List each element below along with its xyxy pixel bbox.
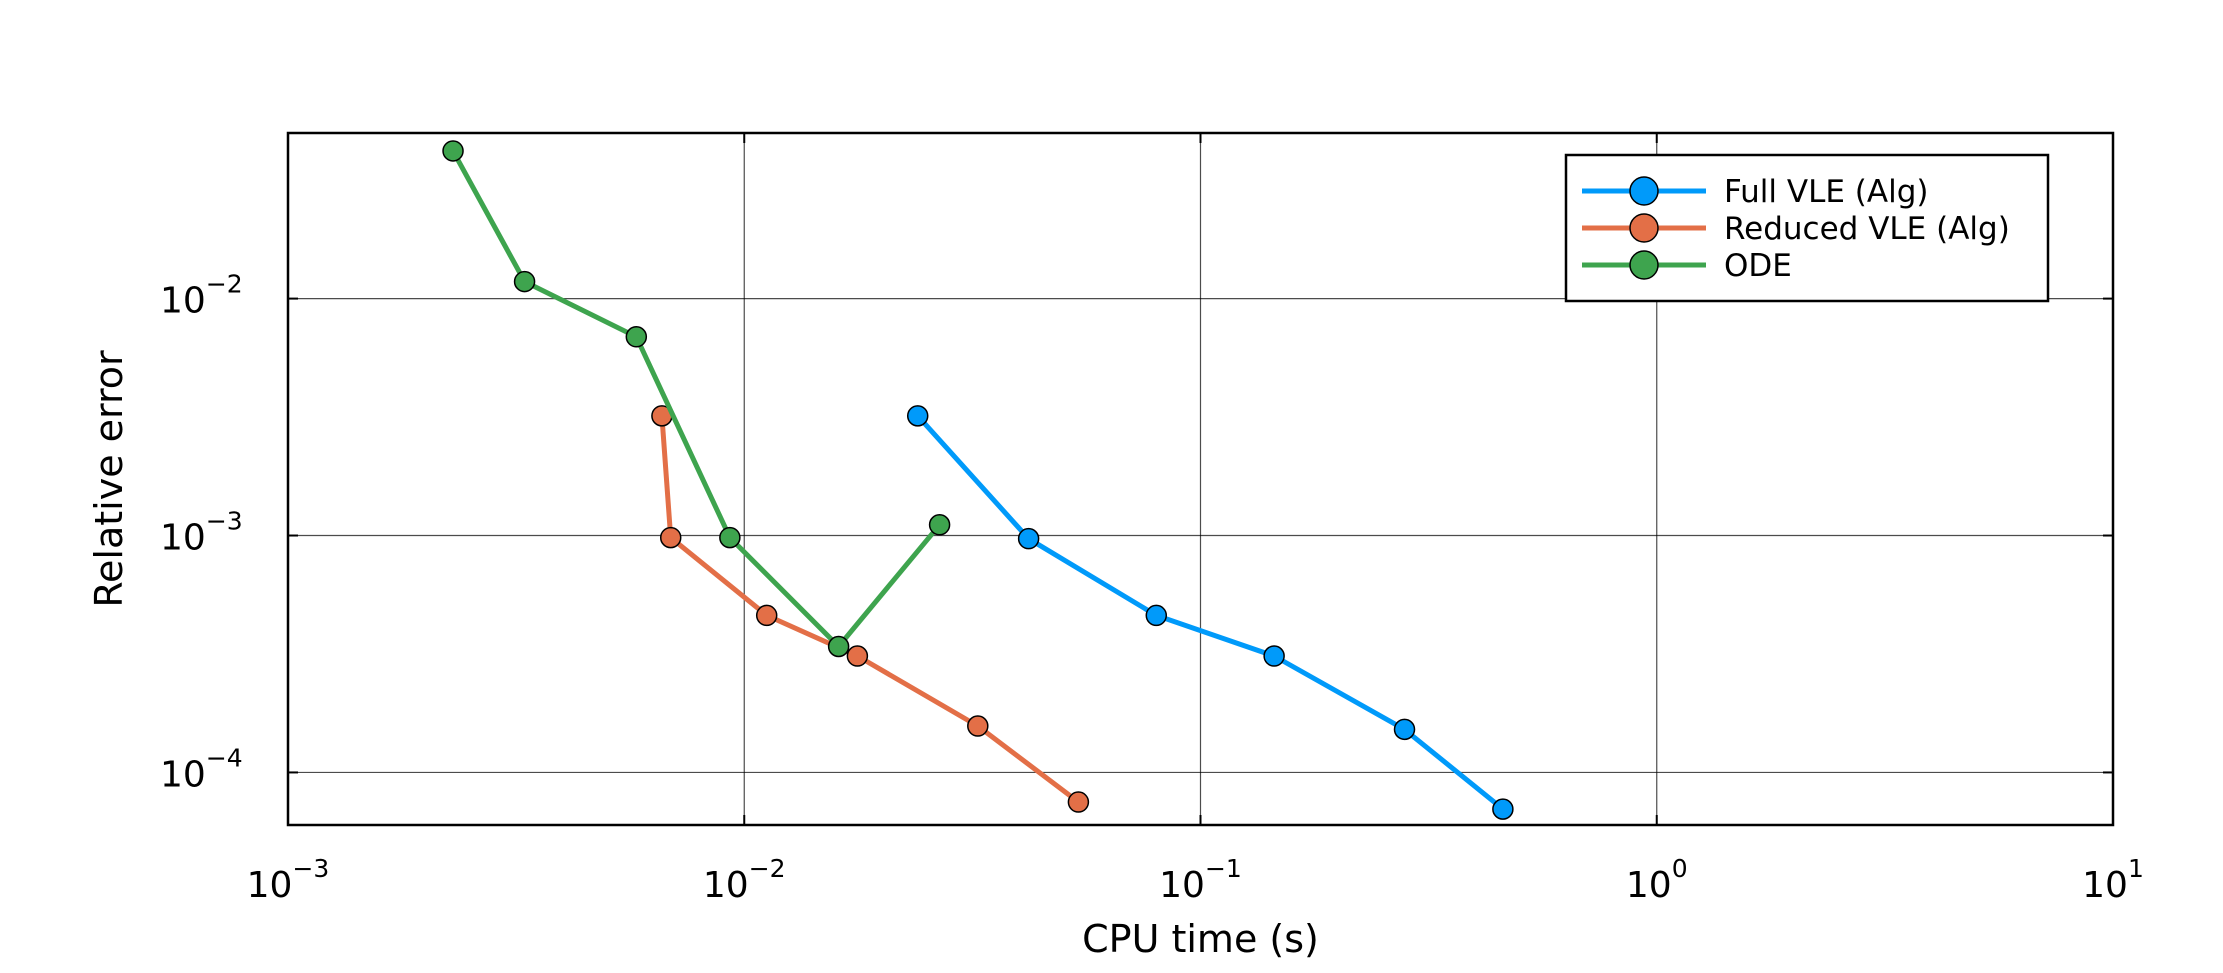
- series-2: [442, 140, 951, 658]
- data-point: [846, 645, 869, 667]
- legend-label: Full VLE (Alg): [1724, 174, 1928, 210]
- data-point: [513, 270, 536, 293]
- legend-marker: [1629, 250, 1659, 280]
- tick-labels: 10−3 10−2 10−1 100 101 10−4 10−3 10−2: [160, 270, 2144, 906]
- series-layer: [442, 140, 1514, 820]
- legend-item: ODE: [1582, 248, 1792, 284]
- data-point: [1492, 798, 1514, 820]
- data-point: [827, 635, 850, 658]
- legend: Full VLE (Alg)Reduced VLE (Alg)ODE: [1564, 153, 2050, 303]
- series-1: [651, 405, 1090, 813]
- legend-label: ODE: [1724, 248, 1792, 284]
- data-point: [1263, 645, 1285, 667]
- data-point: [625, 326, 648, 348]
- data-point: [1393, 718, 1416, 741]
- x-tick-label: 100: [1626, 854, 1688, 906]
- x-tick-label: 10−1: [1159, 854, 1242, 906]
- data-point: [755, 604, 778, 627]
- data-point: [1067, 791, 1090, 813]
- x-tick-label: 10−3: [247, 854, 330, 906]
- legend-marker: [1629, 176, 1659, 206]
- x-tick-label: 10−2: [703, 854, 786, 906]
- data-point: [1017, 527, 1040, 550]
- y-axis-label: Relative error: [87, 350, 131, 608]
- x-tick-label: 101: [2082, 854, 2144, 906]
- data-point: [1145, 604, 1168, 627]
- series-line: [915, 414, 1505, 812]
- legend-item: Full VLE (Alg): [1582, 174, 1928, 210]
- y-tick-label: 10−3: [160, 507, 243, 559]
- data-point: [719, 526, 741, 549]
- legend-item: Reduced VLE (Alg): [1582, 211, 2010, 247]
- data-point: [967, 715, 989, 737]
- y-tick-label: 10−2: [160, 270, 243, 322]
- x-axis-label: CPU time (s): [1082, 917, 1319, 961]
- legend-label: Reduced VLE (Alg): [1724, 211, 2010, 247]
- data-point: [659, 526, 682, 549]
- series-line: [450, 149, 942, 649]
- series-0: [906, 405, 1514, 820]
- data-point: [906, 405, 929, 427]
- data-point: [928, 514, 951, 536]
- data-point: [442, 140, 464, 162]
- plot-frame: [286, 131, 2115, 827]
- y-tick-label: 10−4: [160, 743, 243, 795]
- legend-marker: [1629, 213, 1659, 243]
- series-line: [659, 415, 1080, 804]
